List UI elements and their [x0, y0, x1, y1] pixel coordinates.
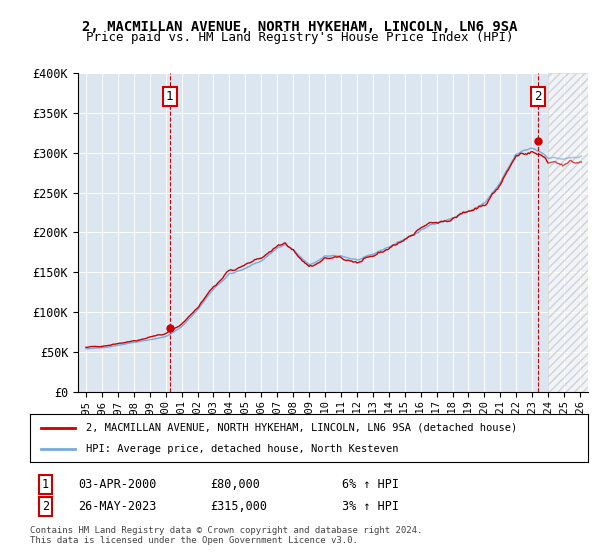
Text: 2, MACMILLAN AVENUE, NORTH HYKEHAM, LINCOLN, LN6 9SA: 2, MACMILLAN AVENUE, NORTH HYKEHAM, LINC… — [82, 20, 518, 34]
Text: 2: 2 — [535, 90, 542, 103]
Text: £80,000: £80,000 — [210, 478, 260, 491]
Text: 03-APR-2000: 03-APR-2000 — [78, 478, 157, 491]
Text: Price paid vs. HM Land Registry's House Price Index (HPI): Price paid vs. HM Land Registry's House … — [86, 31, 514, 44]
Text: £315,000: £315,000 — [210, 500, 267, 514]
Text: HPI: Average price, detached house, North Kesteven: HPI: Average price, detached house, Nort… — [86, 444, 398, 454]
Bar — [548, 73, 588, 392]
Text: 26-MAY-2023: 26-MAY-2023 — [78, 500, 157, 514]
Text: 6% ↑ HPI: 6% ↑ HPI — [342, 478, 399, 491]
Text: This data is licensed under the Open Government Licence v3.0.: This data is licensed under the Open Gov… — [30, 536, 358, 545]
Text: 1: 1 — [42, 478, 49, 491]
Text: 1: 1 — [166, 90, 173, 103]
Text: 2, MACMILLAN AVENUE, NORTH HYKEHAM, LINCOLN, LN6 9SA (detached house): 2, MACMILLAN AVENUE, NORTH HYKEHAM, LINC… — [86, 423, 517, 433]
Text: 2: 2 — [42, 500, 49, 514]
Text: 3% ↑ HPI: 3% ↑ HPI — [342, 500, 399, 514]
Text: Contains HM Land Registry data © Crown copyright and database right 2024.: Contains HM Land Registry data © Crown c… — [30, 526, 422, 535]
